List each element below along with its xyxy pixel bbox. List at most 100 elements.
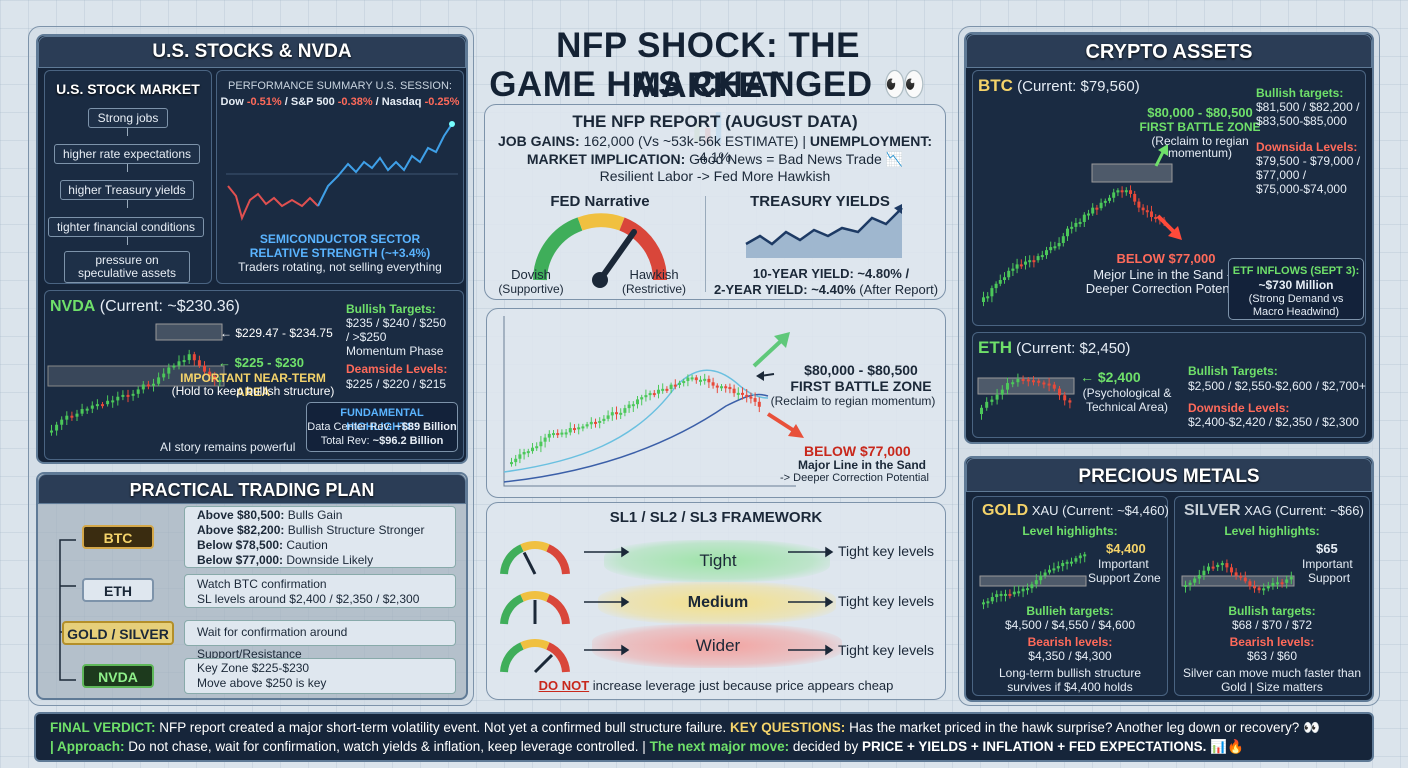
- nfp-divider: [705, 196, 706, 292]
- btc-down-title: Downsida Levels:: [1256, 140, 1358, 154]
- nvda-candle: [152, 383, 155, 386]
- sl-key-2: Tight key levels: [838, 593, 934, 609]
- btc-zone-2: FIRST BATTLE ZONE: [1139, 120, 1261, 134]
- gold-candle: [1070, 561, 1073, 564]
- nvda-candle-chart: [47, 323, 225, 436]
- nvda-candle: [101, 404, 104, 407]
- btc-center-candle: [531, 447, 534, 452]
- plan-btc-1-label: Above $80,500:: [197, 508, 285, 522]
- perf-line-chart: [226, 121, 458, 221]
- plan-btc-1: Above $80,500: Bulls Gain: [197, 508, 443, 523]
- btc-candle: [1007, 270, 1011, 278]
- btc-center-candle: [703, 378, 707, 381]
- btc-center-candle: [686, 377, 690, 382]
- btc-center-candle: [577, 427, 581, 430]
- btc-center-candle: [690, 377, 694, 380]
- sl-gauge-needle: [533, 653, 554, 674]
- semi-line1: SEMICONDUCTOR SECTOR: [259, 232, 421, 246]
- sl-gauge-arc: [500, 642, 524, 673]
- gold-candle: [1012, 591, 1016, 595]
- nfp-title: THE NFP REPORT (AUGUST DATA): [572, 112, 858, 131]
- gold-candle: [1004, 593, 1007, 596]
- silver-bear: $63 / $60: [1246, 649, 1298, 663]
- fund-2-label: Total Rev:: [320, 435, 370, 447]
- plan-btc-label: BTC: [82, 525, 154, 549]
- metals-title: PRECIOUS METALS: [1078, 466, 1260, 487]
- nfp-implication: MARKET IMPLICATION: Good News = Bad News…: [484, 151, 946, 168]
- btc-center-candle: [648, 393, 652, 396]
- btc-center-candle: [665, 388, 669, 391]
- nvda-candle: [141, 384, 145, 390]
- fund-title: FUNDAMENTAL HIGHLIGHTS:: [340, 407, 424, 433]
- btc-center-candle: [619, 412, 623, 415]
- gold-candle: [1039, 575, 1043, 581]
- eth-down-title: Downside Levels:: [1188, 401, 1290, 415]
- btc-center-candle: [707, 378, 711, 383]
- btc-center-candle: [699, 379, 702, 382]
- silver-candle: [1285, 579, 1289, 583]
- verdict-label: FINAL VERDICT:: [50, 720, 156, 735]
- btc-center-candle: [615, 412, 618, 415]
- btc-center-candle: [652, 393, 656, 396]
- nvda-bull-3: Momentum Phase: [346, 344, 444, 358]
- verdict-approach: | Approach:: [50, 739, 125, 754]
- btc-center-candle: [669, 384, 673, 390]
- gold-note-1: Long-term bullish structure: [998, 666, 1142, 680]
- nvda-bear-title: Deamside Levels:: [346, 362, 448, 376]
- btc-candle: [990, 288, 994, 297]
- silver-sym: XAG (Current: ~$66): [1244, 503, 1364, 518]
- btc-center-candle: [581, 426, 585, 429]
- btc-center-chart: [503, 316, 804, 487]
- jobs-value: 162,000 (Vs ~53k-56k ESTIMATE): [583, 133, 799, 149]
- btc-candle: [1011, 268, 1015, 271]
- eth-candle: [1058, 388, 1061, 396]
- eth-candle: [1016, 378, 1020, 383]
- btc-candle: [1070, 226, 1074, 229]
- fed-title: FED Narrative: [550, 193, 650, 210]
- btc-candle: [1095, 207, 1099, 210]
- btc-candle: [986, 296, 990, 299]
- silver-candle: [1211, 566, 1215, 569]
- btc-center-candle: [644, 395, 648, 398]
- impl-value: Good News = Bad News Trade 📉: [689, 151, 904, 167]
- nvda-candle: [75, 413, 79, 417]
- btc-center-candle: [661, 388, 665, 391]
- eth-candle-chart: [977, 373, 1075, 420]
- plan-connector: [59, 539, 76, 681]
- btc-center-candle: [745, 394, 749, 397]
- btc-center-zone: $80,000 - $80,500: [804, 362, 918, 378]
- btc-center-candle: [526, 451, 530, 454]
- btc-center-candle: [518, 454, 522, 459]
- eth-bull-title: Bullish Targets:: [1188, 364, 1278, 378]
- fund-1-value: ~$89 Billion: [395, 421, 457, 433]
- plan-btc-box: Above $80,500: Bulls Gain Above $82,200:…: [184, 506, 456, 568]
- nvda-candle: [167, 367, 171, 374]
- btc-center-candle: [556, 433, 560, 436]
- verdict-line-1: FINAL VERDICT: NFP report created a majo…: [50, 718, 1358, 737]
- silver-candle: [1243, 577, 1247, 582]
- verdict-text-3: Do not chase, wait for confirmation, wat…: [128, 739, 646, 754]
- flow-step-2: higher rate expectations: [54, 144, 200, 164]
- eth-candle: [995, 394, 999, 400]
- silver-name: SILVER: [1184, 502, 1241, 519]
- verdict-text-5: PRICE + YIELDS + INFLATION + FED EXPECTA…: [861, 739, 1244, 754]
- etf-2: ~$730 Million: [1258, 278, 1334, 292]
- btc-candle: [1049, 247, 1053, 251]
- gold-bull-title: Bullieh targets:: [1026, 604, 1114, 618]
- silver-level-2: Important: [1302, 557, 1353, 571]
- nfp-panel: [484, 104, 946, 300]
- nvda-candle: [121, 394, 125, 397]
- eth-candle: [1037, 380, 1041, 383]
- verdict-text-2: Has the market priced in the hawk surpri…: [849, 720, 1320, 735]
- sl-gauge-arc: [500, 594, 524, 625]
- btc-candle: [1036, 256, 1040, 261]
- eth-current: (Current: $2,450): [1016, 340, 1131, 357]
- etf-1: ETF INFLOWS (SEPT 3):: [1232, 265, 1360, 277]
- eth-candle: [1047, 383, 1051, 386]
- btc-center-candle: [749, 396, 753, 399]
- verdict-next: The next major move:: [649, 739, 790, 754]
- nvda-candle: [85, 408, 89, 411]
- silver-box: [1174, 496, 1370, 696]
- treasury-after: (After Report): [859, 282, 939, 297]
- silver-note-2: Gold | Size matters: [1221, 680, 1323, 694]
